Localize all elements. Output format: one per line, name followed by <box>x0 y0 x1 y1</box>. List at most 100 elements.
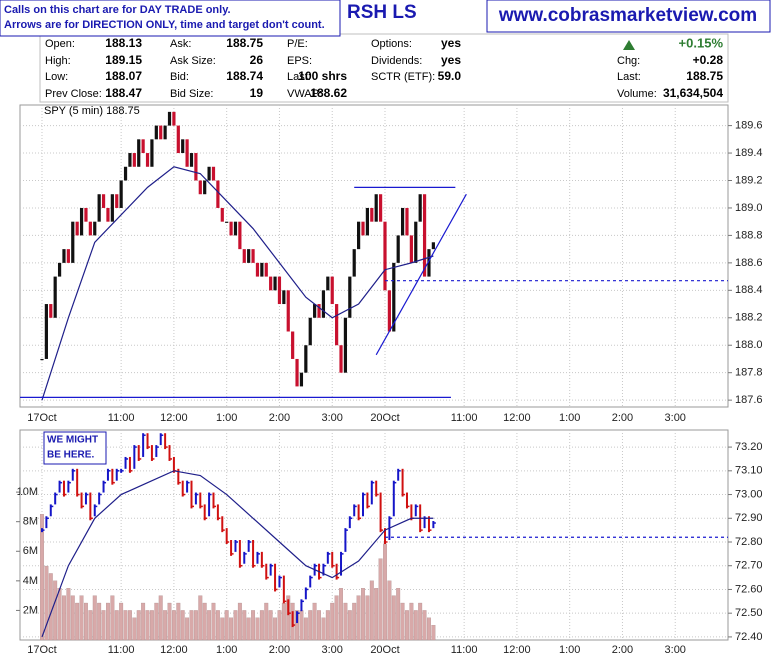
quote-value: 100 shrs <box>298 69 347 83</box>
candle <box>123 166 128 181</box>
y-tick-label: 4M <box>23 575 38 587</box>
quote-value: 19 <box>250 86 264 100</box>
candle <box>220 207 224 222</box>
volume-bar <box>268 610 273 641</box>
volume-bar <box>193 610 198 641</box>
volume-bar <box>167 602 172 641</box>
candle <box>163 125 167 140</box>
candle <box>154 125 158 140</box>
volume-bar <box>70 595 75 641</box>
volume-bar <box>163 610 168 641</box>
quote-label: Chg: <box>617 55 640 67</box>
x-tick-label: 1:00 <box>216 412 237 424</box>
candle <box>145 153 150 167</box>
candle <box>427 249 431 277</box>
volume-bar <box>176 602 181 641</box>
x-tick-label: 3:00 <box>322 644 343 656</box>
volume-bar <box>286 595 291 641</box>
y2-tick-label: 72.40 <box>735 631 763 643</box>
quote-value: 26 <box>250 53 264 67</box>
volume-bar <box>224 610 229 641</box>
candle <box>409 235 413 263</box>
x-tick-label: 12:00 <box>503 412 531 424</box>
candle <box>396 235 400 263</box>
quote-value: 59.0 <box>438 69 462 83</box>
volume-bar <box>246 617 251 641</box>
candle <box>229 221 233 236</box>
y-tick-label: 188.6 <box>735 257 763 269</box>
volume-bar <box>44 565 49 641</box>
candle <box>233 221 238 236</box>
volume-bar <box>365 595 370 641</box>
candle <box>185 139 189 167</box>
y-tick-label: 188.0 <box>735 339 763 351</box>
quote-value: yes <box>441 36 461 50</box>
volume-bar <box>119 602 124 641</box>
volume-bar <box>88 610 93 641</box>
candle <box>84 207 88 222</box>
candle <box>71 221 75 263</box>
volume-bar <box>132 617 137 641</box>
candle <box>97 194 101 222</box>
candle <box>383 221 387 291</box>
volume-bar <box>259 610 264 641</box>
quote-label: Volume: <box>617 88 657 100</box>
candle <box>370 207 374 222</box>
x-tick-label: 2:00 <box>612 412 633 424</box>
candle <box>128 153 132 167</box>
candle <box>247 249 251 263</box>
candle <box>198 180 202 195</box>
candle <box>132 153 136 167</box>
volume-bar <box>391 595 396 641</box>
y-tick-label: 189.2 <box>735 174 763 186</box>
y2-tick-label: 73.00 <box>735 488 763 500</box>
volume-bar <box>136 610 141 641</box>
plot-frame <box>19 104 729 408</box>
volume-bar <box>277 610 282 641</box>
volume-bar <box>202 602 207 641</box>
candle <box>304 345 308 373</box>
volume-bar <box>149 610 154 641</box>
quote-label: High: <box>45 55 71 67</box>
volume-bar <box>361 588 365 641</box>
quote-label: P/E: <box>287 38 308 50</box>
annotation: BE HERE. <box>47 450 94 461</box>
volume-bar <box>154 602 159 641</box>
volume-bar <box>48 573 53 641</box>
candle <box>225 221 229 223</box>
candle <box>387 290 391 332</box>
candle <box>295 358 299 387</box>
candle <box>405 207 409 236</box>
volume-bar <box>97 602 102 641</box>
volume-bar <box>242 610 247 641</box>
volume-bar <box>40 514 44 641</box>
candle <box>141 139 145 154</box>
candle <box>119 180 123 208</box>
x-tick-label: 3:00 <box>322 412 343 424</box>
candle <box>264 262 268 277</box>
quote-label: Ask: <box>170 38 191 50</box>
quote-label: Bid: <box>170 71 189 83</box>
volume-bar <box>409 602 414 641</box>
candle <box>44 304 48 359</box>
x-tick-label: 11:00 <box>451 644 478 656</box>
candle <box>75 221 79 236</box>
x-tick-label: 2:00 <box>612 644 633 656</box>
y2-tick-label: 72.70 <box>735 560 763 572</box>
volume-bar <box>185 617 190 641</box>
candle <box>88 221 92 236</box>
candle <box>273 276 277 291</box>
volume-bar <box>180 610 185 641</box>
x-tick-label: 3:00 <box>665 412 686 424</box>
candle <box>238 221 242 250</box>
volume-bar <box>334 595 339 641</box>
candle <box>357 221 361 250</box>
candle <box>431 242 435 250</box>
y2-tick-label: 72.90 <box>735 512 763 524</box>
volume-bar <box>101 610 106 641</box>
x-tick-label: 12:00 <box>160 412 188 424</box>
quote-label: Open: <box>45 38 75 50</box>
quote-value: 188.62 <box>310 86 347 100</box>
line <box>41 470 434 638</box>
volume-bar <box>339 588 343 641</box>
